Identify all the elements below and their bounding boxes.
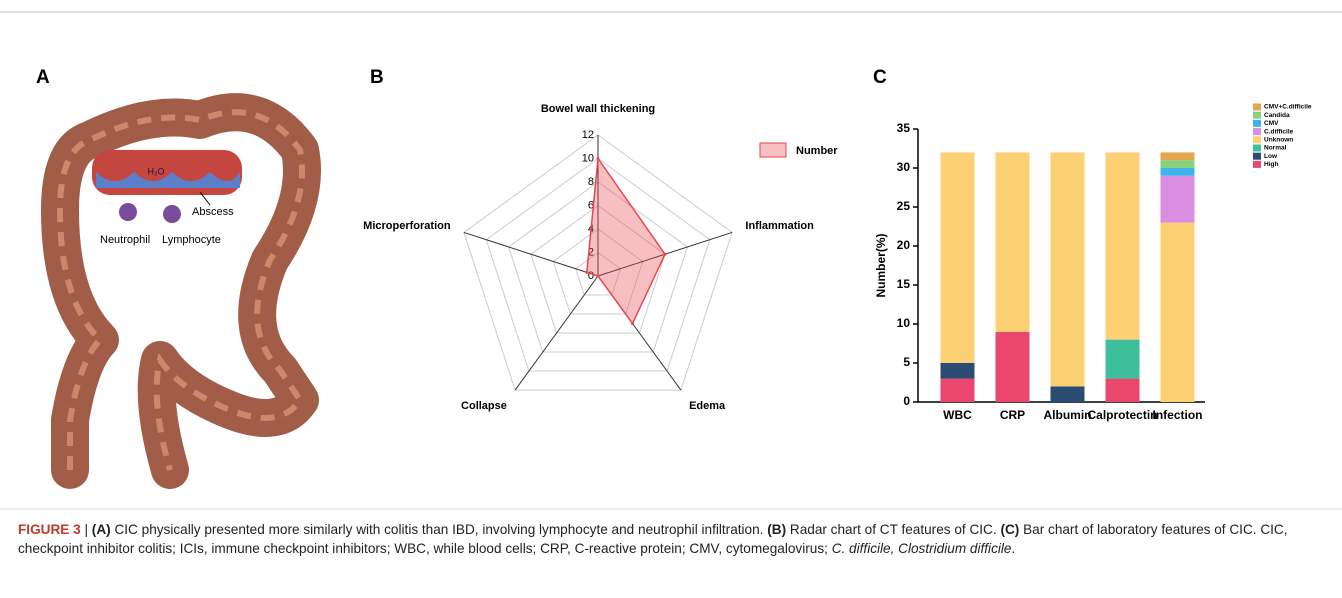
bar-segment [941,379,975,402]
radar-area [587,159,665,324]
legend-label: CMV+C.difficile [1264,104,1312,111]
legend-label: Unknown [1264,137,1293,144]
radar-axis [464,232,598,276]
caption-text: (B) [767,522,786,537]
x-tick-label: Infection [1153,408,1203,422]
figure: A B C H₂O Abscess Neutrophil Lymphocyte … [0,0,1342,518]
bar-segment [1106,379,1140,402]
illustration-label: Lymphocyte [162,234,221,246]
bar-segment [941,152,975,363]
legend-swatch [1253,120,1261,127]
bar-segment [1161,152,1195,160]
y-tick-label: 5 [903,355,910,369]
caption-text: C. difficile, Clostridium difficile [832,541,1012,556]
x-tick-label: Albumin [1044,408,1092,422]
legend-swatch [1253,153,1261,160]
y-tick-label: 30 [897,160,911,174]
caption-text: (C) [1000,522,1019,537]
radar-point [585,271,588,274]
figure-caption: FIGURE 3 | (A) CIC physically presented … [18,520,1328,558]
illustration-label: Neutrophil [100,234,150,246]
bar-segment [1051,152,1085,386]
y-axis-label: Number(%) [874,233,888,297]
axis-category: Inflammation [745,220,814,232]
x-tick-label: CRP [1000,408,1025,422]
y-tick-label: 25 [897,199,911,213]
caption-text: FIGURE 3 [18,522,81,537]
y-tick-label: 35 [897,121,911,135]
legend-label: Candida [1264,112,1290,119]
bar-segment [996,332,1030,402]
x-tick-label: Calprotectin [1087,408,1157,422]
page: A B C H₂O Abscess Neutrophil Lymphocyte … [0,0,1342,598]
caption-text: Radar chart of CT features of CIC. [786,522,1000,537]
radar-point [631,322,634,325]
legend-swatch [1253,136,1261,143]
legend-swatch [1253,128,1261,135]
bar-segment [1106,152,1140,339]
r-tick-label: 10 [582,152,594,164]
y-tick-label: 20 [897,238,911,252]
legend-swatch [1253,112,1261,119]
bar-segment [1051,386,1085,402]
radar-point [597,157,600,160]
colon-illustration [60,112,302,470]
radar-point [597,275,600,278]
legend-swatch [760,143,786,157]
axis-category: Bowel wall thickening [541,103,655,115]
caption-text: . [1011,541,1015,556]
bar-segment [996,152,1030,331]
panel-label: A [36,67,50,88]
bar-segment [1161,223,1195,402]
axis-category: Edema [689,400,726,412]
caption-text: CIC physically presented more similarly … [111,522,768,537]
x-tick-label: WBC [943,408,972,422]
bar-segment [941,363,975,379]
bar-segment [1161,168,1195,176]
axis-category: Microperforation [363,220,451,232]
legend-swatch [1253,104,1261,111]
bar-segment [1106,340,1140,379]
legend-swatch [1253,161,1261,168]
axis-category: Collapse [461,400,507,412]
caption-text: | [81,522,92,537]
legend-label: Low [1264,153,1278,160]
panel-label: C [873,67,887,88]
y-tick-label: 15 [897,277,911,291]
bar-segment [1161,176,1195,223]
legend-label: CMV [1264,120,1279,127]
r-tick-label: 8 [588,176,594,188]
legend-label: High [1264,161,1278,168]
legend-swatch [1253,145,1261,152]
radar-point [664,253,667,256]
r-tick-label: 12 [582,129,594,141]
panel-label: B [370,67,384,88]
legend-label: Normal [1264,145,1287,152]
y-tick-label: 10 [897,316,911,330]
y-tick-label: 0 [903,394,910,408]
legend-label: C.difficile [1264,128,1294,135]
caption-text: (A) [92,522,111,537]
bar-segment [1161,160,1195,168]
illustration-label: H₂O [148,166,165,176]
legend-label: Number [796,145,838,157]
illustration-label: Abscess [192,206,234,218]
